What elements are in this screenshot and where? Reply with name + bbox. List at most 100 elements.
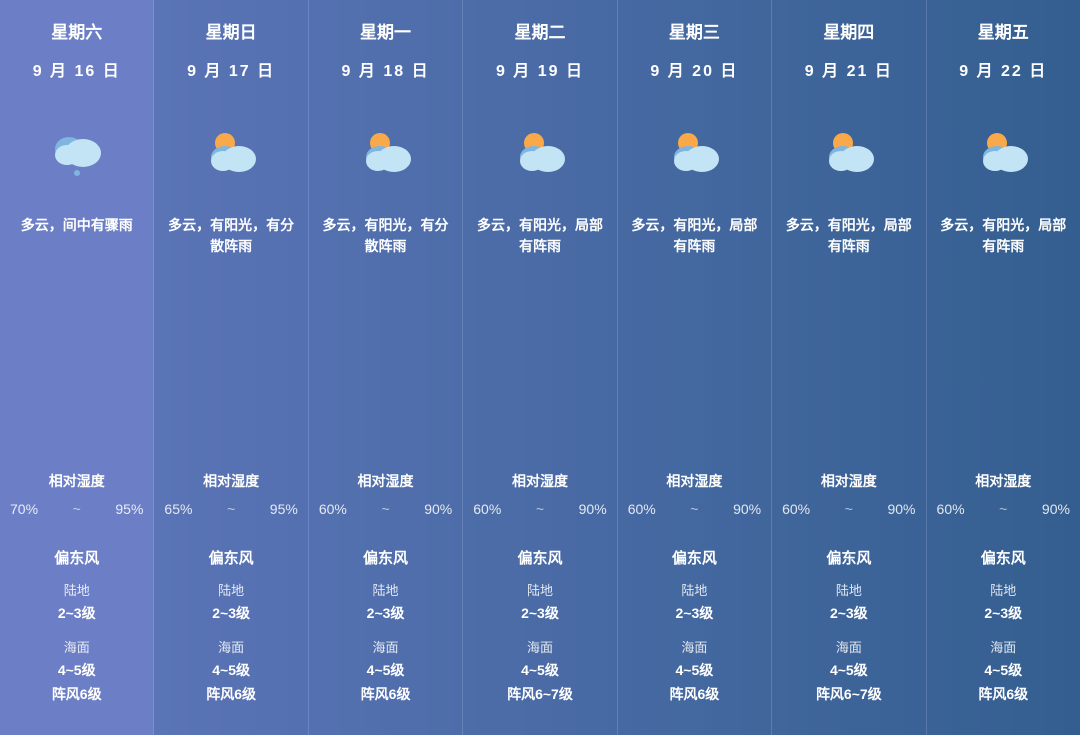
sea-wind-level: 4~5级 [367, 660, 405, 680]
day-of-week: 星期五 [978, 18, 1029, 43]
day-of-week: 星期六 [51, 18, 102, 43]
humidity-range: 60% ~ 90% [772, 501, 925, 517]
tilde-icon: ~ [227, 501, 235, 517]
wind-direction: 偏东风 [363, 547, 408, 568]
sea-wind-level: 4~5级 [676, 660, 714, 680]
day-column[interactable]: 星期五 9 月 22 日 多云，有阳光，局部有阵雨 相对湿度 60% ~ 90%… [927, 0, 1080, 735]
humidity-high: 95% [270, 501, 298, 517]
humidity-label: 相对湿度 [203, 471, 259, 491]
weather-description: 多云，有阳光，局部有阵雨 [927, 215, 1080, 257]
sea-label: 海面 [218, 637, 244, 656]
humidity-range: 70% ~ 95% [0, 501, 153, 517]
humidity-low: 60% [319, 501, 347, 517]
day-of-week: 星期四 [823, 18, 874, 43]
gust-level: 阵风6级 [670, 684, 720, 704]
humidity-label: 相对湿度 [512, 471, 568, 491]
humidity-low: 70% [10, 501, 38, 517]
day-column[interactable]: 星期三 9 月 20 日 多云，有阳光，局部有阵雨 相对湿度 60% ~ 90%… [618, 0, 772, 735]
humidity-high: 90% [424, 501, 452, 517]
day-column[interactable]: 星期日 9 月 17 日 多云，有阳光，有分散阵雨 相对湿度 65% ~ 95%… [154, 0, 308, 735]
land-wind-level: 2~3级 [676, 603, 714, 623]
day-column[interactable]: 星期四 9 月 21 日 多云，有阳光，局部有阵雨 相对湿度 60% ~ 90%… [772, 0, 926, 735]
weather-icon [508, 119, 572, 191]
day-column[interactable]: 星期六 9 月 16 日 多云，间中有骤雨 相对湿度 70% ~ 95% 偏东风… [0, 0, 154, 735]
weather-icon [817, 119, 881, 191]
humidity-high: 90% [887, 501, 915, 517]
land-label: 陆地 [373, 580, 399, 599]
land-label: 陆地 [64, 580, 90, 599]
land-wind-level: 2~3级 [984, 603, 1022, 623]
day-of-week: 星期二 [514, 18, 565, 43]
weather-icon [971, 119, 1035, 191]
humidity-high: 90% [733, 501, 761, 517]
weather-icon [45, 119, 109, 191]
wind-direction: 偏东风 [517, 547, 562, 568]
sea-wind-level: 4~5级 [58, 660, 96, 680]
sea-label: 海面 [373, 637, 399, 656]
weather-description: 多云，有阳光，有分散阵雨 [309, 215, 462, 257]
sea-label: 海面 [64, 637, 90, 656]
tilde-icon: ~ [73, 501, 81, 517]
humidity-low: 60% [937, 501, 965, 517]
humidity-high: 95% [115, 501, 143, 517]
gust-level: 阵风6级 [361, 684, 411, 704]
weather-icon [199, 119, 263, 191]
humidity-label: 相对湿度 [821, 471, 877, 491]
gust-level: 阵风6级 [52, 684, 102, 704]
land-label: 陆地 [527, 580, 553, 599]
humidity-label: 相对湿度 [358, 471, 414, 491]
day-column[interactable]: 星期二 9 月 19 日 多云，有阳光，局部有阵雨 相对湿度 60% ~ 90%… [463, 0, 617, 735]
land-label: 陆地 [990, 580, 1016, 599]
date-label: 9 月 22 日 [959, 57, 1047, 81]
land-wind-level: 2~3级 [212, 603, 250, 623]
weather-icon [354, 119, 418, 191]
tilde-icon: ~ [690, 501, 698, 517]
date-label: 9 月 19 日 [496, 57, 584, 81]
humidity-low: 60% [473, 501, 501, 517]
land-label: 陆地 [836, 580, 862, 599]
humidity-low: 60% [628, 501, 656, 517]
sea-label: 海面 [990, 637, 1016, 656]
humidity-high: 90% [1042, 501, 1070, 517]
sea-label: 海面 [527, 637, 553, 656]
gust-level: 阵风6级 [206, 684, 256, 704]
humidity-label: 相对湿度 [975, 471, 1031, 491]
sea-wind-level: 4~5级 [521, 660, 559, 680]
tilde-icon: ~ [381, 501, 389, 517]
wind-direction: 偏东风 [826, 547, 871, 568]
land-label: 陆地 [681, 580, 707, 599]
wind-direction: 偏东风 [54, 547, 99, 568]
date-label: 9 月 18 日 [342, 57, 430, 81]
date-label: 9 月 16 日 [33, 57, 121, 81]
humidity-label: 相对湿度 [666, 471, 722, 491]
day-of-week: 星期三 [669, 18, 720, 43]
sea-label: 海面 [836, 637, 862, 656]
sea-wind-level: 4~5级 [984, 660, 1022, 680]
land-wind-level: 2~3级 [521, 603, 559, 623]
sea-wind-level: 4~5级 [830, 660, 868, 680]
humidity-range: 60% ~ 90% [618, 501, 771, 517]
weather-description: 多云，有阳光，有分散阵雨 [154, 215, 307, 257]
gust-level: 阵风6~7级 [816, 684, 882, 704]
day-of-week: 星期日 [206, 18, 257, 43]
wind-direction: 偏东风 [672, 547, 717, 568]
date-label: 9 月 20 日 [650, 57, 738, 81]
tilde-icon: ~ [999, 501, 1007, 517]
date-label: 9 月 21 日 [805, 57, 893, 81]
land-label: 陆地 [218, 580, 244, 599]
date-label: 9 月 17 日 [187, 57, 275, 81]
wind-direction: 偏东风 [981, 547, 1026, 568]
humidity-low: 65% [164, 501, 192, 517]
weather-description: 多云，有阳光，局部有阵雨 [618, 215, 771, 257]
tilde-icon: ~ [845, 501, 853, 517]
gust-level: 阵风6级 [978, 684, 1028, 704]
wind-direction: 偏东风 [209, 547, 254, 568]
land-wind-level: 2~3级 [830, 603, 868, 623]
day-column[interactable]: 星期一 9 月 18 日 多云，有阳光，有分散阵雨 相对湿度 60% ~ 90%… [309, 0, 463, 735]
humidity-range: 60% ~ 90% [463, 501, 616, 517]
weather-description: 多云，有阳光，局部有阵雨 [463, 215, 616, 257]
tilde-icon: ~ [536, 501, 544, 517]
humidity-range: 65% ~ 95% [154, 501, 307, 517]
gust-level: 阵风6~7级 [507, 684, 573, 704]
humidity-label: 相对湿度 [49, 471, 105, 491]
